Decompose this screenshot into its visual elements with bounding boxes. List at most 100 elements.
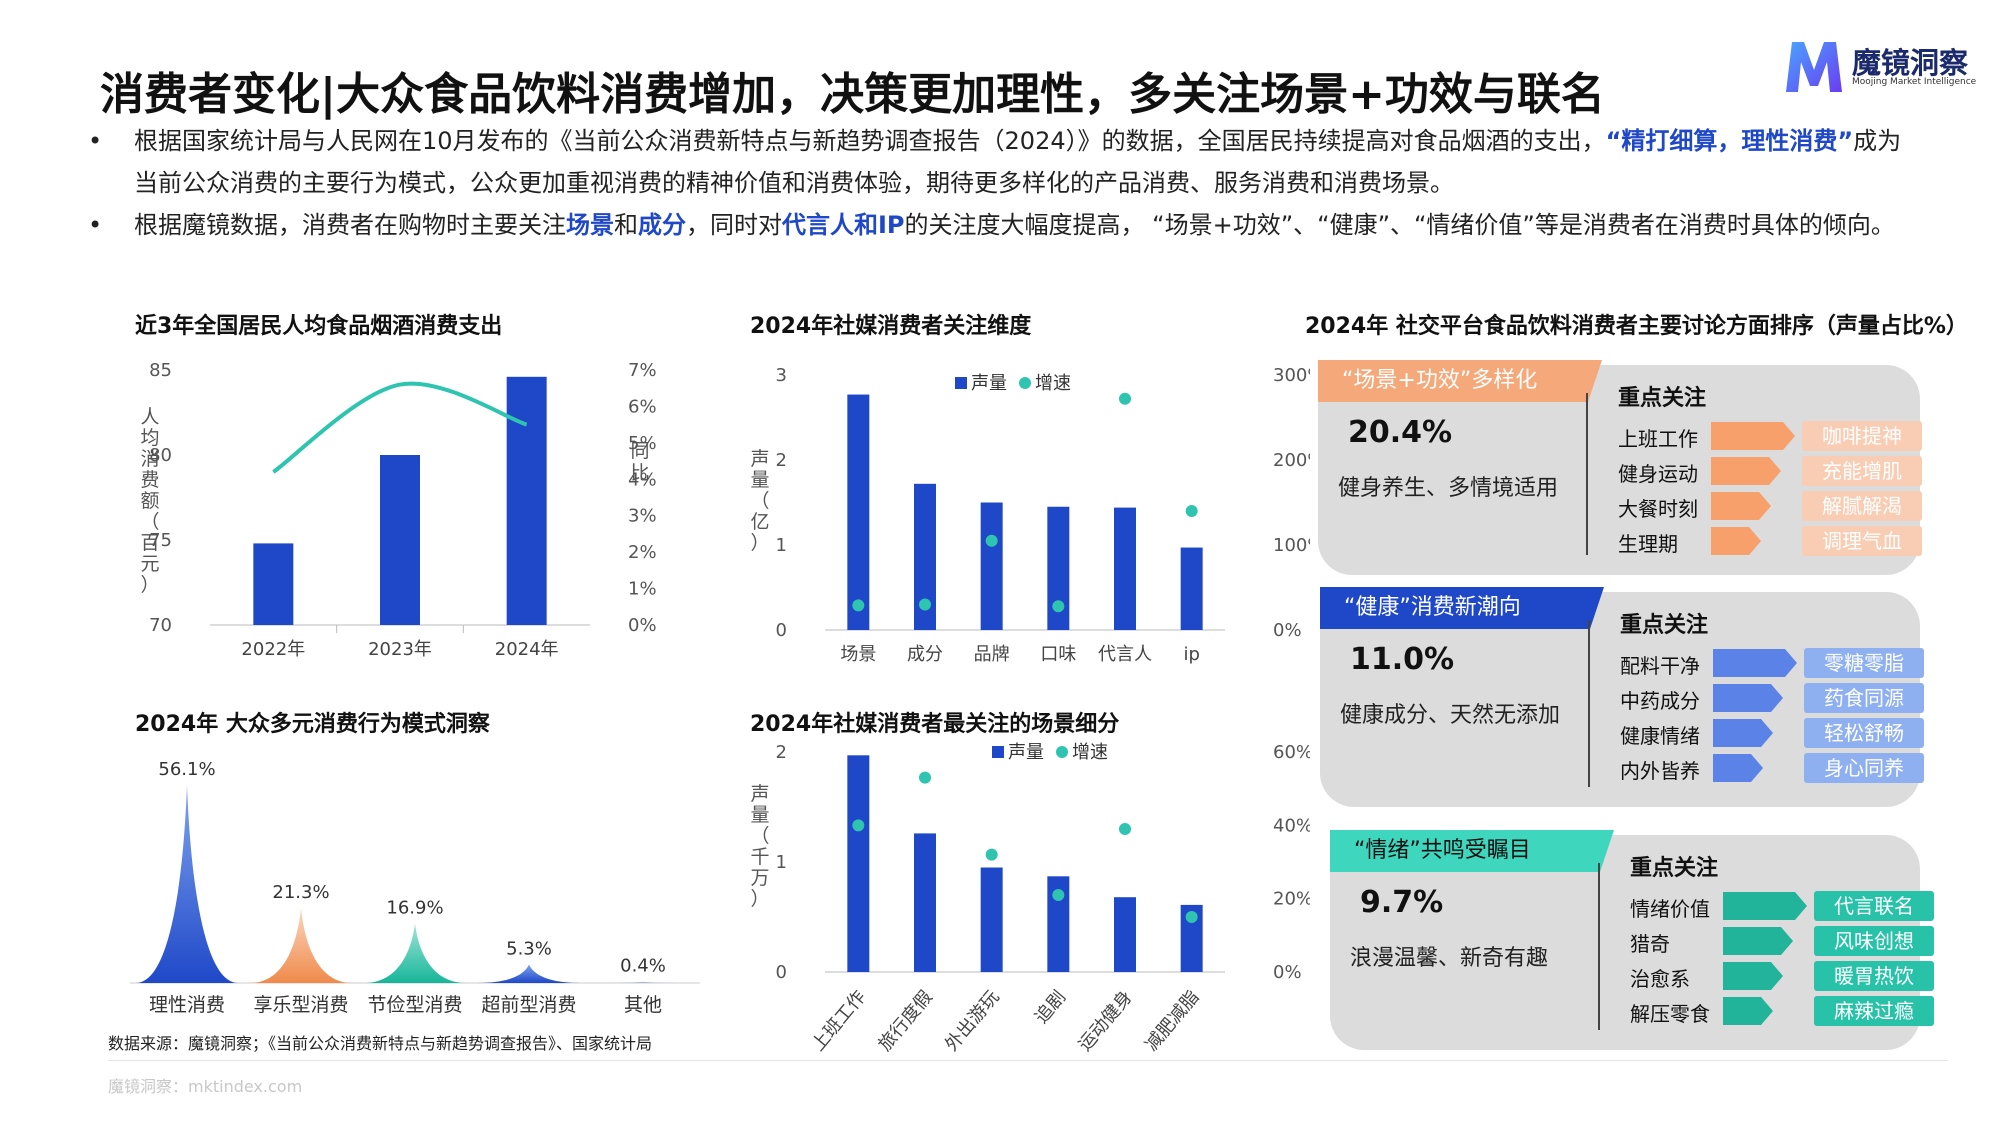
legend-label-growth: 增速 <box>1072 742 1108 763</box>
y-axis-title-char: 消 <box>140 448 159 470</box>
x-tick-label: 节俭型消费 <box>367 994 462 1016</box>
focus-row-label: 中药成分 <box>1620 689 1700 713</box>
focus-chip: 代言联名 <box>1814 891 1934 921</box>
peak-shape <box>477 964 581 983</box>
growth-dot <box>1052 889 1065 901</box>
bullet-2-text-4: 的关注度大幅度提高， “场景+功效”、“健康”、“情绪价值”等是消费者在消费时具… <box>904 211 1895 239</box>
y-tick-label: 1 <box>776 852 787 873</box>
bullet-1-highlight: “精打细算，理性消费” <box>1605 127 1854 155</box>
focus-row-label: 内外皆养 <box>1620 759 1700 783</box>
focus-chip: 咖啡提神 <box>1802 421 1922 451</box>
growth-dot <box>985 534 998 547</box>
y-axis-title-char: 元 <box>140 553 159 575</box>
x-tick-label: 2024年 <box>495 639 559 660</box>
focus-row-label: 配料干净 <box>1620 654 1700 678</box>
footer-brand: 魔镜洞察：mktindex.com <box>108 1077 303 1096</box>
peak-shape <box>363 923 467 983</box>
x-tick-label: 场景 <box>840 644 876 665</box>
y2-tick-label: 300% <box>1273 365 1310 386</box>
chevron-arrow-icon <box>1723 927 1793 955</box>
focus-heading: 重点关注 <box>1630 856 1719 881</box>
focus-chip: 麻辣过瘾 <box>1814 996 1934 1026</box>
panel-tag-tail <box>1588 360 1602 402</box>
y-tick-label: 1 <box>776 535 787 556</box>
bullet-2-text: 根据魔镜数据，消费者在购物时主要关注 <box>134 211 566 239</box>
y2-tick-label: 4% <box>628 469 657 490</box>
panel-tag-tail <box>1600 830 1614 872</box>
bar <box>1114 897 1136 972</box>
growth-dot <box>852 599 865 612</box>
y-axis-title-char: 千 <box>750 846 769 868</box>
value-label: 21.3% <box>272 882 329 903</box>
bar <box>1047 876 1070 972</box>
y2-tick-label: 100% <box>1273 535 1310 556</box>
panel-tag-tail <box>1590 587 1604 629</box>
focus-row-label: 健康情绪 <box>1620 724 1700 748</box>
ranking-title: 2024年 社交平台食品饮料消费者主要讨论方面排序（声量占比%） <box>1305 314 1968 339</box>
x-tick-label: 旅行度假 <box>874 987 936 1056</box>
bar <box>847 394 870 630</box>
bullet-2-highlight-ingredient: 成分 <box>638 211 686 239</box>
chevron-arrow-icon <box>1713 754 1763 782</box>
x-tick-label: 外出游玩 <box>941 987 1003 1056</box>
bar <box>1047 506 1070 630</box>
intro-bullets: 根据国家统计局与人民网在10月发布的《当前公众消费新特点与新趋势调查报告（202… <box>80 120 1920 246</box>
bar <box>253 543 294 625</box>
x-tick-label: 上班工作 <box>808 987 870 1056</box>
y-axis-title-char: ） <box>750 532 769 554</box>
logo-name: 魔镜洞察 <box>1852 46 1969 80</box>
chevron-arrow-icon <box>1723 997 1773 1025</box>
focus-chip: 零糖零脂 <box>1804 648 1924 678</box>
bullet-2-highlight-scene: 场景 <box>566 211 614 239</box>
y-axis-title-char: （ <box>750 490 769 512</box>
y-tick-label: 0 <box>776 620 787 641</box>
y-axis-title-char: （ <box>750 825 769 847</box>
chevron-arrow-icon <box>1713 684 1783 712</box>
y-axis-title-char: 声 <box>750 448 769 470</box>
share-percent: 20.4% <box>1348 415 1453 450</box>
x-tick-label: 2023年 <box>368 639 432 660</box>
chart2-title: 2024年社媒消费者关注维度 <box>750 314 1032 339</box>
y-tick-label: 85 <box>149 360 172 381</box>
bar <box>980 867 1003 972</box>
growth-dot <box>919 771 931 784</box>
bar <box>1180 547 1203 630</box>
y-tick-label: 0 <box>776 962 787 983</box>
bar <box>914 483 936 630</box>
focus-chip: 充能增肌 <box>1802 456 1922 486</box>
growth-dot <box>852 819 865 832</box>
panel-tag: “场景+功效”多样化 <box>1318 360 1588 402</box>
focus-row-label: 健身运动 <box>1618 462 1698 486</box>
legend-label-volume: 声量 <box>1008 742 1044 763</box>
panel-tag: “情绪”共鸣受瞩目 <box>1330 830 1600 872</box>
panel-tag: “健康”消费新潮向 <box>1320 587 1590 629</box>
focus-row-label: 解压零食 <box>1630 1002 1710 1026</box>
y-tick-label: 2 <box>776 742 787 763</box>
focus-row-label: 生理期 <box>1618 532 1678 556</box>
bar <box>980 502 1003 630</box>
y2-tick-label: 40% <box>1273 815 1310 836</box>
chart4-title: 2024年社媒消费者最关注的场景细分 <box>750 712 1120 737</box>
share-percent: 9.7% <box>1360 885 1444 920</box>
y2-tick-label: 0% <box>1273 962 1302 983</box>
chevron-arrow-icon <box>1711 457 1781 485</box>
bullet-1: 根据国家统计局与人民网在10月发布的《当前公众消费新特点与新趋势调查报告（202… <box>80 120 1920 204</box>
y-axis-title-char: 额 <box>140 490 159 512</box>
bar <box>1180 904 1203 972</box>
bullet-1-text-2: 成为当前公众消费的主要行为模式，公众更加重视消费的精神价值和消费体验，期待更多样… <box>134 127 1902 197</box>
growth-dot <box>1119 823 1131 835</box>
focus-chip: 药食同源 <box>1804 683 1924 713</box>
x-tick-label: 2022年 <box>241 639 305 660</box>
x-tick-label: 减肥减脂 <box>1141 987 1203 1056</box>
y-axis-title-char: 声 <box>750 783 769 805</box>
value-label: 5.3% <box>506 938 552 959</box>
logo-m-icon <box>1786 42 1842 92</box>
legend-label-growth: 增速 <box>1035 373 1071 394</box>
y-axis-title-char: 均 <box>140 427 159 449</box>
x-tick-label: 其他 <box>624 994 662 1016</box>
y-axis-title-char: ） <box>140 574 159 596</box>
y-axis-title-char: （ <box>140 511 159 533</box>
legend-swatch-growth <box>1019 377 1031 389</box>
